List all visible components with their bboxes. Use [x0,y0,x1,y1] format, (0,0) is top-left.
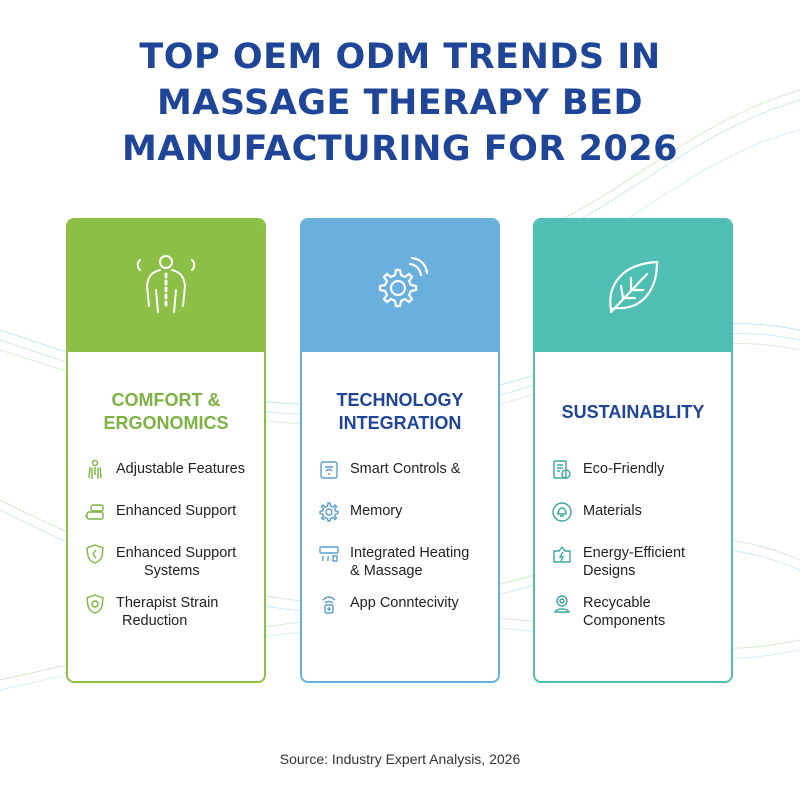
app-wifi-icon [322,596,336,614]
gear-wireless-icon [378,256,429,308]
card-title-line: TECHNOLOGY [336,390,464,410]
item-line: Components [583,613,666,629]
card-title-line: COMFORT & [111,390,221,410]
shield-hand-icon [86,594,104,614]
list-item-label: Memory [350,502,402,520]
list-item-label: Enhanced Support Systems [116,544,236,580]
list-item: Integrated Heating & Massage [318,544,488,580]
item-line: Reduction [122,613,188,629]
list-item-label: Adjustable Features [116,460,245,478]
item-line: Smart Controls & [350,461,461,477]
spine-torso-icon [136,255,196,313]
list-item: Materials [551,502,721,530]
feature-list: Smart Controls & Memory Integrated Heati… [302,460,498,622]
item-line: & Massage [350,563,423,579]
list-item-label: Enhanced Support [116,502,236,520]
item-line: Adjustable Features [116,461,245,477]
list-item: Enhanced Support Systems [84,544,254,580]
item-line: Eco-Friendly [583,461,665,477]
feature-list: Eco-Friendly Materials Energy-Efficient D… [535,460,731,630]
item-line: Energy-Efficient [583,545,686,561]
title-line: TOP OEM ODM TRENDS IN [139,37,661,77]
title-line: MASSAGE THERAPY BED [156,83,644,123]
item-line: Integrated Heating [350,545,470,561]
materials-icon [552,502,572,522]
item-line: Recycable [583,595,651,611]
card-sustainability: SUSTAINABLITY Eco-Friendly Materials Ene… [533,218,733,683]
leaf-icon [609,260,659,314]
list-item-label: Materials [583,502,642,520]
list-item: Eco-Friendly [551,460,721,488]
item-line: Memory [350,503,403,519]
title-line: MANUFACTURING FOR 2026 [122,129,678,169]
card-title: SUSTAINABLITY [543,386,723,438]
list-item-label: Therapist Strain Reduction [116,594,218,630]
list-item: Smart Controls & [318,460,488,488]
list-item-label: Energy-Efficient Designs [583,544,685,580]
feature-list: Adjustable Features Enhanced Support Enh… [68,459,264,630]
card-header [302,220,498,352]
recycle-component-icon [553,595,571,613]
body-icon [88,459,102,479]
list-item: Enhanced Support [84,502,254,530]
card-title-line: ERGONOMICS [103,413,229,433]
list-item-label: Smart Controls & [350,460,460,478]
item-line: Systems [144,563,200,579]
card-title: TECHNOLOGY INTEGRATION [310,386,490,438]
list-item-label: App Conntecivity [350,594,459,612]
card-header [535,220,731,352]
item-line: Designs [583,563,636,579]
page-title: TOP OEM ODM TRENDS IN MASSAGE THERAPY BE… [40,34,760,172]
list-item: Memory [318,502,488,530]
list-item: Therapist Strain Reduction [84,594,254,630]
card-technology-integration: TECHNOLOGY INTEGRATION Smart Controls & … [300,218,500,683]
item-line: Materials [583,503,642,519]
shield-icon [86,544,104,564]
list-item-label: Recycable Components [583,594,665,630]
cushion-icon [85,504,104,520]
list-item: App Conntecivity [318,594,488,622]
item-line: Enhanced Support [116,545,237,561]
list-item-label: Integrated Heating & Massage [350,544,469,580]
heating-icon [319,546,339,562]
card-title: COMFORT & ERGONOMICS [76,386,256,438]
list-item: Adjustable Features [84,459,254,488]
remote-control-icon [320,461,338,479]
list-item: Energy-Efficient Designs [551,544,721,580]
gear-icon [319,502,339,522]
list-item: Recycable Components [551,594,721,630]
list-item-label: Eco-Friendly [583,460,664,478]
card-comfort-ergonomics: COMFORT & ERGONOMICS Adjustable Features… [66,218,266,683]
card-title-line: SUSTAINABLITY [561,401,705,422]
item-line: Therapist Strain [116,595,219,611]
energy-icon [553,545,571,563]
item-line: Enhanced Support [116,503,237,519]
item-line: App Conntecivity [350,595,459,611]
card-title-line: INTEGRATION [338,413,462,433]
eco-document-icon [553,460,571,479]
source-caption: Source: Industry Expert Analysis, 2026 [279,751,521,767]
card-header [68,220,264,352]
